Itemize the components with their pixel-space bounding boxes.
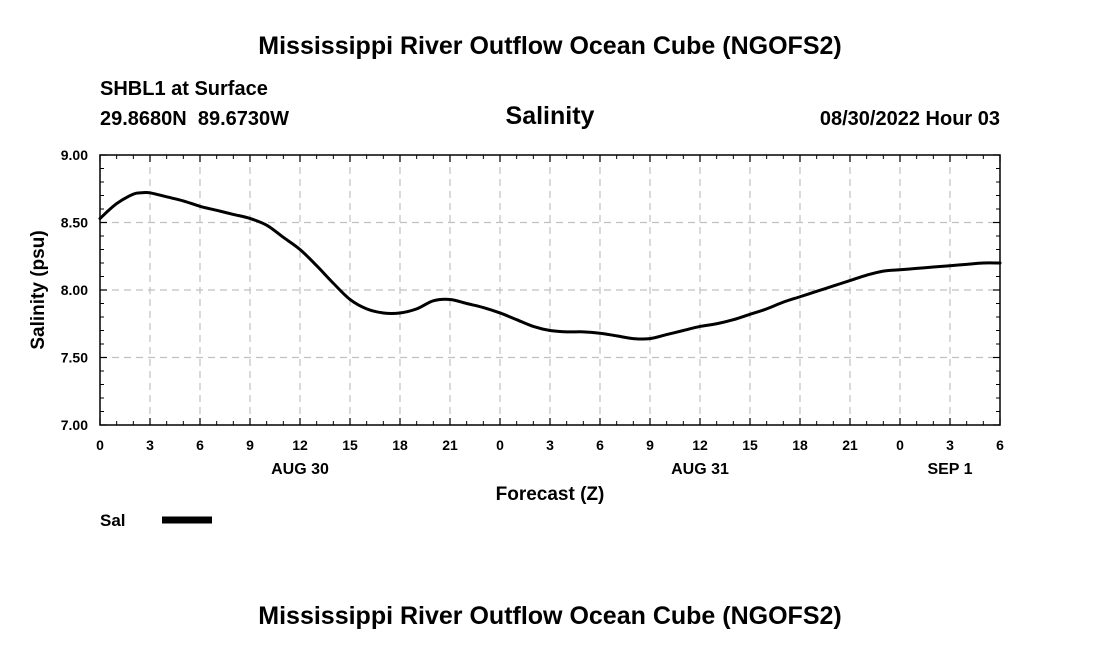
day-label: AUG 31 (671, 461, 729, 478)
y-tick-label: 8.00 (61, 282, 88, 298)
station-label: SHBL1 at Surface (100, 78, 268, 100)
x-tick-label: 0 (896, 437, 904, 453)
x-tick-label: 9 (246, 437, 254, 453)
y-axis-label: Salinity (psu) (28, 230, 49, 349)
forecast-datetime: 08/30/2022 Hour 03 (820, 108, 1000, 130)
x-tick-label: 12 (292, 437, 308, 453)
x-tick-label: 0 (96, 437, 104, 453)
x-tick-label: 3 (546, 437, 554, 453)
x-tick-label: 15 (342, 437, 358, 453)
y-tick-labels: 7.00 7.50 8.00 8.50 9.00 (61, 147, 88, 433)
salinity-series-line (98, 190, 1002, 341)
x-tick-label: 12 (692, 437, 708, 453)
chart-title: Salinity (506, 102, 595, 130)
x-tick-label: 6 (596, 437, 604, 453)
day-label: AUG 30 (271, 461, 329, 478)
x-tick-label: 9 (646, 437, 654, 453)
x-tick-label: 15 (742, 437, 758, 453)
legend-label: Sal (100, 511, 126, 530)
x-tick-label: 3 (946, 437, 954, 453)
grid-lines (100, 155, 1000, 425)
day-labels: AUG 30 AUG 31 SEP 1 (271, 461, 973, 478)
y-tick-label: 7.00 (61, 417, 88, 433)
y-tick-label: 9.00 (61, 147, 88, 163)
x-tick-label: 6 (996, 437, 1004, 453)
x-tick-label: 21 (442, 437, 458, 453)
x-tick-label: 0 (496, 437, 504, 453)
chart-main-title: Mississippi River Outflow Ocean Cube (NG… (258, 32, 841, 60)
y-tick-label: 8.50 (61, 215, 88, 231)
x-axis-label: Forecast (Z) (496, 484, 605, 505)
x-tick-label: 3 (146, 437, 154, 453)
y-tick-label: 7.50 (61, 350, 88, 366)
day-label: SEP 1 (927, 461, 972, 478)
x-tick-label: 21 (842, 437, 858, 453)
station-coordinates: 29.8680N 89.6730W (100, 108, 289, 130)
x-tick-label: 18 (792, 437, 808, 453)
x-tick-label: 6 (196, 437, 204, 453)
footer-title: Mississippi River Outflow Ocean Cube (NG… (258, 602, 841, 630)
x-tick-label: 18 (392, 437, 408, 453)
plot-frame (99, 154, 1001, 426)
x-tick-labels: 0 3 6 9 12 15 18 21 0 3 6 9 12 15 18 21 0 3 6 (96, 437, 1004, 453)
